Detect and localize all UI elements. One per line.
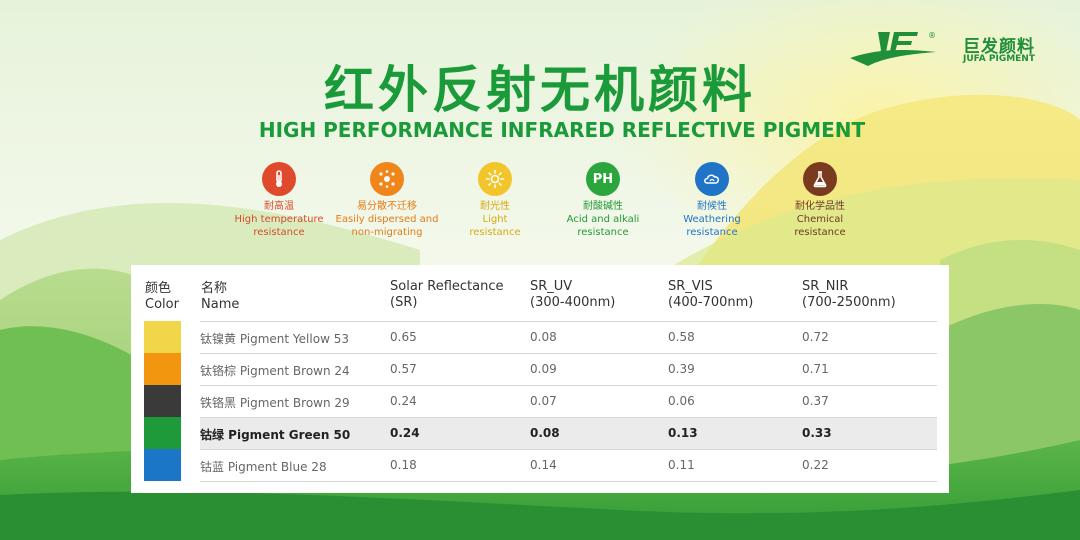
sr-nir-value: 0.33 [802, 426, 832, 440]
feature-label-en: Light resistance [469, 214, 521, 238]
feature-chemical: 耐化学品性 Chemical resistance [758, 162, 882, 239]
table-row-highlighted: 钴绿 Pigment Green 50 0.24 0.08 0.13 0.33 [200, 417, 937, 450]
header-color-cn: 颜色 [145, 281, 172, 296]
feature-light-resistance: 耐光性 Light resistance [433, 162, 557, 239]
cloud-icon [695, 162, 729, 196]
header-vis-line2: (400-700nm) [668, 295, 754, 310]
sr-value: 0.18 [390, 458, 417, 472]
color-swatch-black [144, 385, 181, 417]
header-color-en: Color [145, 297, 179, 312]
sun-icon [478, 162, 512, 196]
feature-label-cn: 耐酸碱性 [583, 201, 623, 212]
feature-easily-dispersed: 易分散不迁移 Easily dispersed and non-migratin… [325, 162, 449, 239]
sr-uv-value: 0.07 [530, 394, 557, 408]
sr-value: 0.57 [390, 362, 417, 376]
feature-label-en: High temperature resistance [234, 214, 324, 238]
page-title-cn: 红外反射无机颜料 [324, 61, 756, 119]
ph-icon: PH [586, 162, 620, 196]
header-name-cn: 名称 [201, 281, 228, 296]
sr-value: 0.24 [390, 394, 417, 408]
sr-value: 0.24 [390, 426, 420, 440]
pigment-name: 钛镍黄 Pigment Yellow 53 [200, 332, 349, 346]
color-swatch-yellow [144, 321, 181, 353]
sr-value: 0.65 [390, 330, 417, 344]
header-nir-line2: (700-2500nm) [802, 295, 896, 310]
header-color: 颜色 Color [145, 281, 179, 313]
sr-uv-value: 0.08 [530, 330, 557, 344]
sr-nir-value: 0.71 [802, 362, 829, 376]
pigment-name: 钴绿 Pigment Green 50 [200, 428, 351, 442]
feature-weathering: 耐候性 Weathering resistance [650, 162, 774, 239]
table-bottom-rule [200, 481, 937, 482]
sr-vis-value: 0.58 [668, 330, 695, 344]
table-row: 钛铬棕 Pigment Brown 24 0.57 0.09 0.39 0.71 [200, 353, 937, 386]
pigment-table: 颜色 Color 名称 Name Solar Reflectance (SR) … [131, 265, 949, 493]
feature-label-cn: 耐化学品性 [795, 201, 845, 212]
page-title-en: HIGH PERFORMANCE INFRARED REFLECTIVE PIG… [258, 118, 866, 142]
registered-mark: ® [928, 31, 936, 40]
thermometer-icon [262, 162, 296, 196]
feature-label-en: Easily dispersed and non-migrating [335, 214, 439, 238]
sr-uv-value: 0.14 [530, 458, 557, 472]
sr-uv-value: 0.08 [530, 426, 560, 440]
header-solar-reflectance: Solar Reflectance (SR) [390, 279, 504, 311]
feature-label-cn: 耐高温 [264, 201, 294, 212]
sr-nir-value: 0.22 [802, 458, 829, 472]
color-swatch-green [144, 417, 181, 449]
sr-vis-value: 0.06 [668, 394, 695, 408]
table-row: 铁铬黑 Pigment Brown 29 0.24 0.07 0.06 0.37 [200, 385, 937, 418]
pigment-name: 铁铬黑 Pigment Brown 29 [200, 396, 350, 410]
feature-label-en: Acid and alkali resistance [566, 214, 640, 238]
feature-acid-alkali: PH 耐酸碱性 Acid and alkali resistance [541, 162, 665, 239]
table-row: 钴蓝 Pigment Blue 28 0.18 0.14 0.11 0.22 [200, 449, 937, 482]
feature-label-cn: 耐光性 [480, 201, 510, 212]
sr-nir-value: 0.72 [802, 330, 829, 344]
header-nir-line1: SR_NIR [802, 279, 849, 294]
feature-label-en: Chemical resistance [794, 214, 846, 238]
brand-name-en: JUFA PIGMENT [963, 54, 1035, 64]
header-sr-nir: SR_NIR (700-2500nm) [802, 279, 896, 311]
pigment-name: 钛铬棕 Pigment Brown 24 [200, 364, 350, 378]
header-sr-uv: SR_UV (300-400nm) [530, 279, 615, 311]
sr-uv-value: 0.09 [530, 362, 557, 376]
flask-icon [803, 162, 837, 196]
header-vis-line1: SR_VIS [668, 279, 713, 294]
sr-nir-value: 0.37 [802, 394, 829, 408]
header-uv-line1: SR_UV [530, 279, 573, 294]
header-sr-line2: (SR) [390, 295, 418, 310]
brand-name-cn: 巨发颜料 [963, 37, 1035, 57]
header-sr-vis: SR_VIS (400-700nm) [668, 279, 753, 311]
sr-vis-value: 0.11 [668, 458, 695, 472]
jf-logo-icon: ® [850, 31, 936, 66]
sr-vis-value: 0.39 [668, 362, 695, 376]
feature-label-en: Weathering resistance [683, 214, 741, 238]
header-name-en: Name [201, 297, 240, 312]
header-name: 名称 Name [201, 281, 239, 313]
pigment-name: 钴蓝 Pigment Blue 28 [200, 460, 327, 474]
disperse-dots-icon [370, 162, 404, 196]
header-uv-line2: (300-400nm) [530, 295, 616, 310]
sr-vis-value: 0.13 [668, 426, 698, 440]
color-swatch-brown [144, 353, 181, 385]
color-swatch-blue [144, 449, 181, 481]
feature-high-temperature: 耐高温 High temperature resistance [217, 162, 341, 239]
table-row: 钛镍黄 Pigment Yellow 53 0.65 0.08 0.58 0.7… [200, 321, 937, 354]
feature-label-cn: 易分散不迁移 [357, 201, 417, 212]
header-sr-line1: Solar Reflectance [390, 279, 504, 294]
brand-logo: ® 巨发颜料 JUFA PIGMENT [848, 28, 1048, 68]
feature-label-cn: 耐候性 [697, 201, 727, 212]
